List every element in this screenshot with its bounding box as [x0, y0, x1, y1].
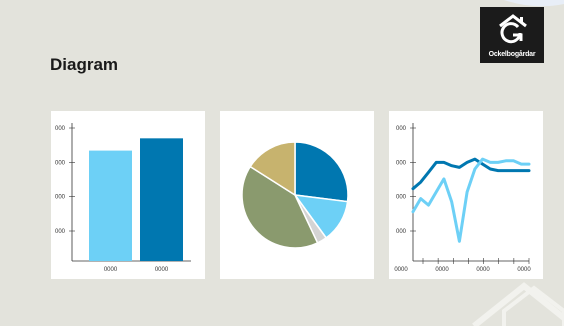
house-watermark-decoration	[472, 282, 564, 326]
bar	[89, 150, 132, 261]
corner-swoosh-decoration	[504, 0, 564, 7]
company-logo: Ockelbogårdar	[480, 7, 544, 63]
line-chart-panel: 000 000 000 000 0000 0000 0000 0000	[389, 111, 543, 279]
pie-slice	[294, 141, 349, 203]
pie-slice	[249, 141, 296, 197]
y-tick-label: 000	[55, 160, 66, 166]
pie-chart	[241, 141, 349, 249]
y-tick-label: 000	[55, 126, 66, 132]
y-tick-label: 000	[396, 126, 407, 132]
x-tick-label: 0000	[435, 267, 449, 273]
x-tick-label: 0000	[155, 267, 169, 273]
series-line	[411, 157, 531, 243]
house-g-icon	[499, 14, 527, 44]
page-title: Diagram	[50, 55, 119, 74]
y-tick-label: 000	[55, 195, 66, 201]
y-tick-label: 000	[396, 229, 407, 235]
x-tick-label: 0000	[104, 267, 118, 273]
bar-chart-panel: 000 000 000 000 0000 0000	[51, 111, 205, 279]
x-tick-label: 0000	[517, 267, 531, 273]
y-tick-label: 000	[396, 195, 407, 201]
x-tick-label: 0000	[476, 267, 490, 273]
y-tick-label: 000	[396, 160, 407, 166]
logo-text: Ockelbogårdar	[488, 51, 536, 58]
pie-chart-panel	[220, 111, 374, 279]
bar	[140, 138, 183, 261]
x-tick-label: 0000	[394, 267, 408, 273]
y-tick-label: 000	[55, 229, 66, 235]
pie-slice	[241, 165, 319, 249]
series-line	[411, 157, 531, 191]
